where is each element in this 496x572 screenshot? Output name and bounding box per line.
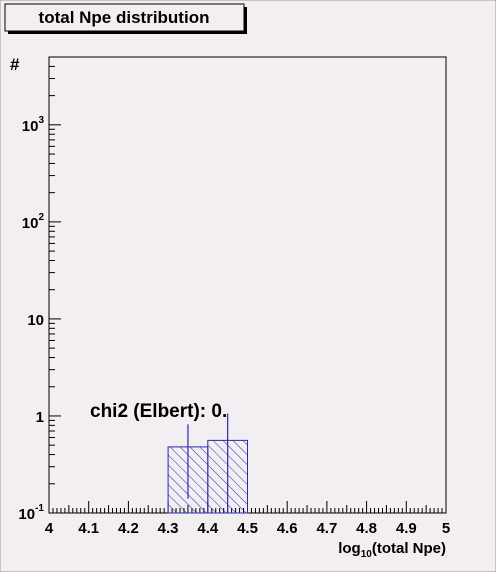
x-tick-label: 4.2 bbox=[118, 520, 139, 537]
y-tick-label: 1 bbox=[36, 409, 44, 426]
x-tick-label: 4.6 bbox=[277, 520, 298, 537]
x-tick-label: 4.4 bbox=[197, 520, 219, 537]
x-label-rest: (total Npe) bbox=[372, 540, 446, 557]
x-tick-label: 4 bbox=[45, 520, 54, 537]
y-tick-exp: 3 bbox=[38, 115, 44, 126]
y-tick-base: 10 bbox=[22, 118, 39, 135]
title-box bbox=[4, 3, 245, 32]
chart-title: total Npe distribution bbox=[39, 8, 210, 27]
frame bbox=[48, 56, 447, 514]
y-tick-label: 10-1 bbox=[18, 503, 44, 523]
x-tick-label: 4.1 bbox=[78, 520, 99, 537]
y-tick-base: 10 bbox=[22, 215, 39, 232]
annotation: chi2 (Elbert): 0. bbox=[90, 401, 227, 422]
x-axis-label: log10(total Npe) bbox=[338, 540, 446, 560]
x-tick-label: 4.5 bbox=[237, 520, 258, 537]
y-tick-label: 10 bbox=[27, 312, 44, 329]
x-label-base: log bbox=[338, 540, 361, 557]
x-tick-label: 4.3 bbox=[158, 520, 179, 537]
x-tick-label: 4.7 bbox=[316, 520, 337, 537]
y-tick-label: 103 bbox=[22, 115, 45, 135]
x-tick-label: 4.8 bbox=[356, 520, 377, 537]
x-tick-label: 5 bbox=[442, 520, 450, 537]
y-tick-base: 10 bbox=[18, 506, 35, 523]
y-axis-label: # bbox=[10, 55, 20, 74]
y-tick-exp: 2 bbox=[38, 212, 44, 223]
y-tick-label: 102 bbox=[22, 212, 45, 232]
x-label-sub: 10 bbox=[361, 549, 373, 560]
x-tick-label: 4.9 bbox=[396, 520, 417, 537]
y-tick-exp: -1 bbox=[35, 503, 44, 514]
